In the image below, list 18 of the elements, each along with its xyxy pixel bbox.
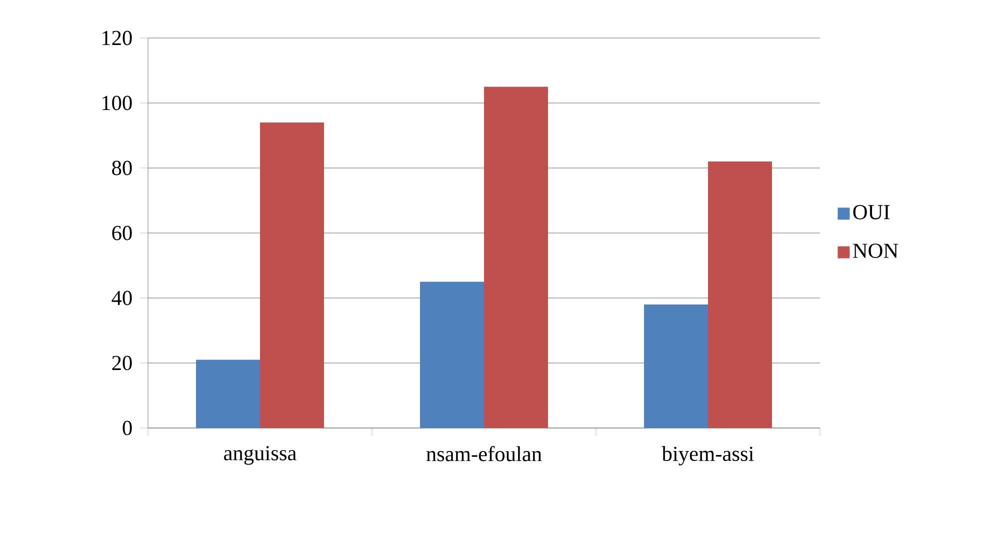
y-tick-label: 120 (102, 30, 132, 46)
y-tick-label: 60 (112, 226, 132, 240)
bar (644, 304, 708, 428)
x-tick-label: anguissa (224, 446, 296, 465)
y-tick-label: 40 (112, 290, 132, 306)
bar (420, 282, 484, 428)
bar (708, 161, 772, 428)
legend-label: NON (852, 244, 898, 258)
x-tick-label: biyem-assi (662, 446, 754, 466)
y-tick-label: 20 (112, 356, 132, 370)
y-tick-label: 0 (122, 420, 132, 436)
bar (484, 86, 548, 428)
legend-label: OUI (853, 205, 890, 220)
x-tick-label: nsam-efoulan (426, 446, 542, 462)
bar (196, 360, 260, 428)
bar (260, 122, 324, 428)
y-tick-label: 100 (102, 96, 132, 110)
y-tick-label: 80 (112, 160, 132, 176)
